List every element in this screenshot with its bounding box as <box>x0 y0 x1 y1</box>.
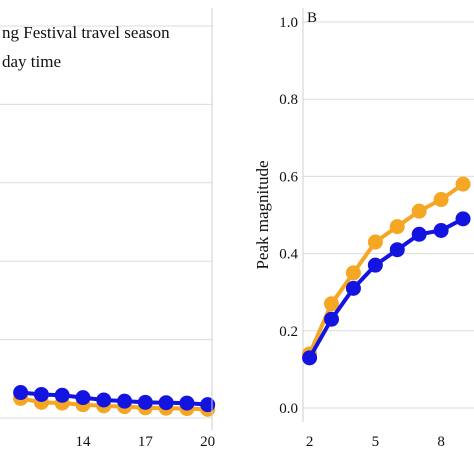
panel-b-data-point <box>324 311 339 327</box>
panel-a-data-point <box>117 393 133 409</box>
panel-a-series <box>13 385 216 417</box>
panel-a-data-point <box>179 395 195 411</box>
panel-b-data-point <box>389 219 405 235</box>
panel-b-data-point <box>455 176 471 192</box>
panel-b-y-tick-label: 0.4 <box>279 247 298 263</box>
panel-b-data-point <box>367 257 383 273</box>
panel-b-y-tick-label: 0.0 <box>279 401 298 417</box>
panel-b-y-tick-label: 0.2 <box>279 324 298 340</box>
panel-b-series <box>302 176 471 366</box>
panel-b-x-ticks: 2 5 8 <box>306 434 445 450</box>
panel-a-legend: ng Festival travel season day time <box>2 23 170 71</box>
panel-b-y-tick-label: 1.0 <box>279 15 298 31</box>
panel-b-series-line <box>307 217 464 359</box>
panel-b-data-point <box>455 211 471 227</box>
panel-a-x-ticks: 14 17 20 <box>75 434 215 450</box>
panel-b-data-point <box>411 203 427 219</box>
panel-b-series-1 <box>302 211 471 366</box>
panel-a-data-point <box>13 385 29 401</box>
legend-entry-1: day time <box>2 52 61 71</box>
panel-b-data-point <box>345 280 361 296</box>
panel-a-series-1 <box>13 385 216 413</box>
panel-b-gridlines <box>303 21 474 409</box>
panel-a-data-point <box>158 395 174 411</box>
panel-b-data-point <box>324 296 339 312</box>
panel-b-data-point <box>367 234 383 250</box>
panel-a-data-point <box>54 387 70 403</box>
legend-entry-0: ng Festival travel season <box>2 23 170 42</box>
panel-a-data-point <box>137 394 153 410</box>
panel-b-x-tick-label: 5 <box>372 434 380 450</box>
panel-b-data-point <box>411 226 427 242</box>
panel-b-y-label: Peak magnitude <box>253 160 272 269</box>
panel-b-data-point <box>302 350 318 366</box>
panel-a: 14 17 20 ng Festival travel season day tim… <box>0 8 216 450</box>
panel-b-y-tick-label: 0.8 <box>279 92 298 108</box>
panel-b-x-tick-label: 8 <box>437 434 445 450</box>
panel-b-data-point <box>433 192 449 208</box>
panel-b-x-tick-label: 2 <box>306 434 314 450</box>
panel-b-y-tick-label: 0.6 <box>279 169 298 185</box>
panel-a-data-point <box>75 390 91 406</box>
panel-b-data-point <box>433 222 449 238</box>
panel-b-series-0 <box>302 176 471 362</box>
panel-a-x-tick-label: 14 <box>75 434 91 450</box>
panel-a-series-line <box>20 390 208 407</box>
panel-b-series-line <box>307 182 465 355</box>
panel-a-data-point <box>96 392 112 408</box>
panel-a-series-line <box>20 396 208 412</box>
panel-b: B 0.0 0.2 0.4 0.6 0.8 1.0 2 5 8 Peak magnitude <box>253 8 474 450</box>
panel-a-x-tick-label: 20 <box>200 434 215 450</box>
panel-a-gridlines <box>0 25 212 419</box>
panel-b-data-point <box>389 242 405 258</box>
panel-a-data-point <box>33 386 49 402</box>
panel-b-data-point <box>345 265 361 281</box>
panel-b-y-ticks: 0.0 0.2 0.4 0.6 0.8 1.0 <box>279 15 298 417</box>
panel-label-b: B <box>307 10 317 26</box>
panel-a-x-tick-label: 17 <box>138 434 154 450</box>
panel-a-data-point <box>200 397 216 413</box>
